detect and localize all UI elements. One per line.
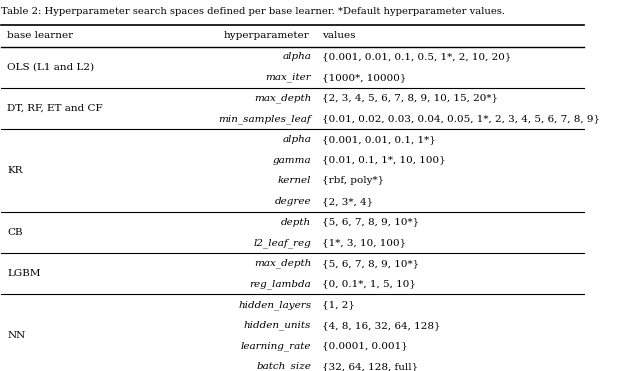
Text: depth: depth xyxy=(281,217,311,227)
Text: alpha: alpha xyxy=(282,135,311,144)
Text: {5, 6, 7, 8, 9, 10*}: {5, 6, 7, 8, 9, 10*} xyxy=(322,217,419,227)
Text: {32, 64, 128, full}: {32, 64, 128, full} xyxy=(322,362,418,371)
Text: OLS (L1 and L2): OLS (L1 and L2) xyxy=(7,63,94,72)
Text: DT, RF, ET and CF: DT, RF, ET and CF xyxy=(7,104,103,113)
Text: alpha: alpha xyxy=(282,52,311,62)
Text: NN: NN xyxy=(7,331,26,340)
Text: {0.0001, 0.001}: {0.0001, 0.001} xyxy=(322,341,408,351)
Text: {0, 0.1*, 1, 5, 10}: {0, 0.1*, 1, 5, 10} xyxy=(322,279,415,289)
Text: LGBM: LGBM xyxy=(7,269,41,278)
Text: CB: CB xyxy=(7,228,23,237)
Text: KR: KR xyxy=(7,166,22,175)
Text: {2, 3, 4, 5, 6, 7, 8, 9, 10, 15, 20*}: {2, 3, 4, 5, 6, 7, 8, 9, 10, 15, 20*} xyxy=(322,94,498,103)
Text: {5, 6, 7, 8, 9, 10*}: {5, 6, 7, 8, 9, 10*} xyxy=(322,259,419,268)
Text: {0.001, 0.01, 0.1, 0.5, 1*, 2, 10, 20}: {0.001, 0.01, 0.1, 0.5, 1*, 2, 10, 20} xyxy=(322,52,511,62)
Text: batch_size: batch_size xyxy=(257,362,311,371)
Text: max_iter: max_iter xyxy=(266,73,311,82)
Text: hyperparameter: hyperparameter xyxy=(223,31,309,40)
Text: Table 2: Hyperparameter search spaces defined per base learner. *Default hyperpa: Table 2: Hyperparameter search spaces de… xyxy=(1,7,506,16)
Text: {rbf, poly*}: {rbf, poly*} xyxy=(322,176,384,185)
Text: max_depth: max_depth xyxy=(254,93,311,103)
Text: min_samples_leaf: min_samples_leaf xyxy=(218,114,311,124)
Text: reg_lambda: reg_lambda xyxy=(250,279,311,289)
Text: {0.001, 0.01, 0.1, 1*}: {0.001, 0.01, 0.1, 1*} xyxy=(322,135,435,144)
Text: {0.01, 0.02, 0.03, 0.04, 0.05, 1*, 2, 3, 4, 5, 6, 7, 8, 9}: {0.01, 0.02, 0.03, 0.04, 0.05, 1*, 2, 3,… xyxy=(322,114,600,123)
Text: {2, 3*, 4}: {2, 3*, 4} xyxy=(322,197,373,206)
Text: learning_rate: learning_rate xyxy=(241,341,311,351)
Text: kernel: kernel xyxy=(278,176,311,185)
Text: l2_leaf_reg: l2_leaf_reg xyxy=(253,238,311,247)
Text: base learner: base learner xyxy=(7,31,74,40)
Text: {4, 8, 16, 32, 64, 128}: {4, 8, 16, 32, 64, 128} xyxy=(322,321,440,330)
Text: {1*, 3, 10, 100}: {1*, 3, 10, 100} xyxy=(322,238,406,247)
Text: hidden_units: hidden_units xyxy=(244,321,311,330)
Text: gamma: gamma xyxy=(273,156,311,165)
Text: max_depth: max_depth xyxy=(254,259,311,268)
Text: values: values xyxy=(322,31,355,40)
Text: {1, 2}: {1, 2} xyxy=(322,300,355,309)
Text: hidden_layers: hidden_layers xyxy=(238,300,311,309)
Text: {1000*, 10000}: {1000*, 10000} xyxy=(322,73,406,82)
Text: degree: degree xyxy=(275,197,311,206)
Text: {0.01, 0.1, 1*, 10, 100}: {0.01, 0.1, 1*, 10, 100} xyxy=(322,156,445,165)
